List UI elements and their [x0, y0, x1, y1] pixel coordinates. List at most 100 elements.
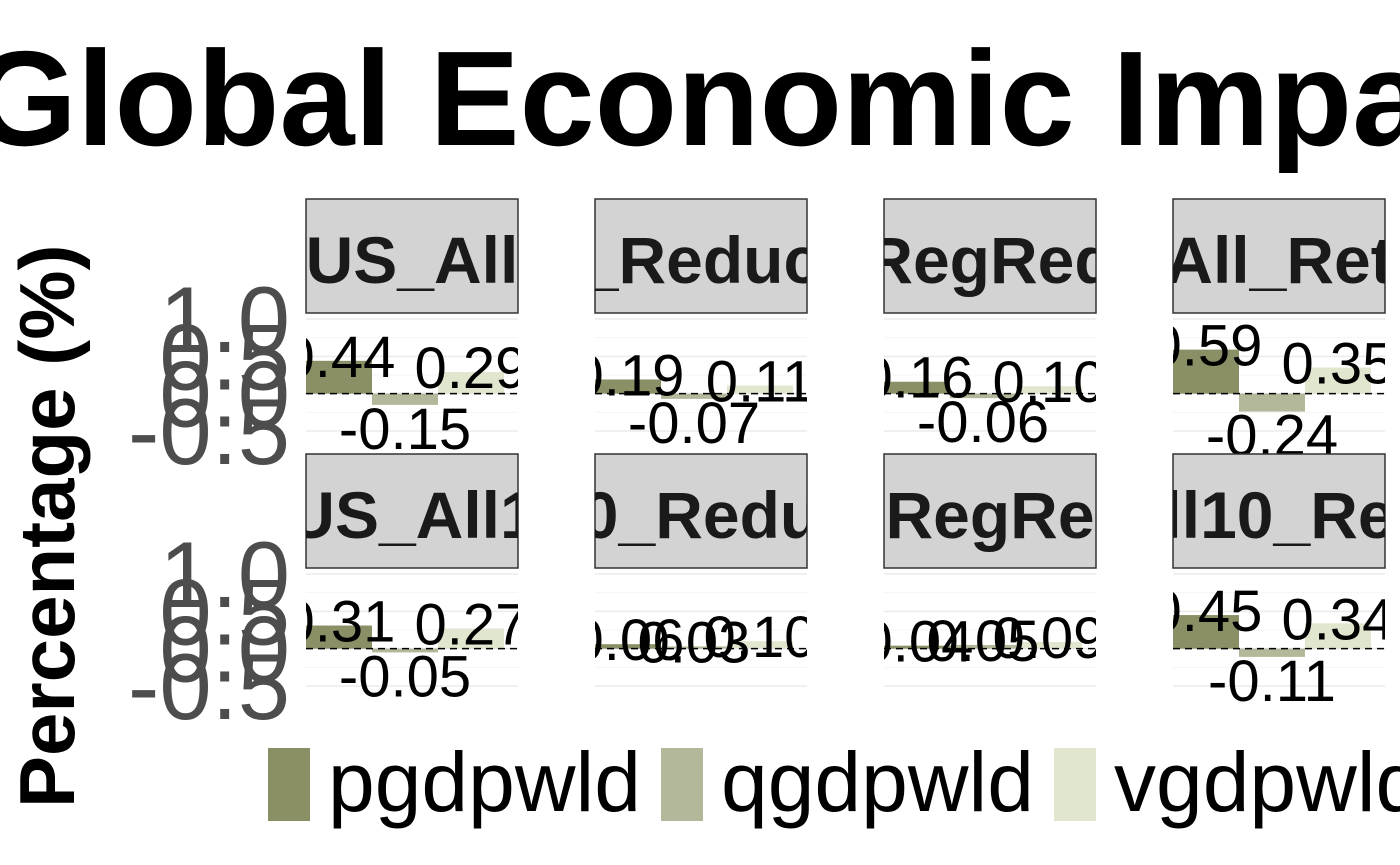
facet-strip-label: RegRe	[885, 478, 1094, 552]
data-label: 0.03	[638, 610, 751, 675]
bar-group	[884, 381, 1082, 399]
facet-panel: US_All 0.44 -0.150.29 1.00.50.0-0.5	[128, 198, 528, 484]
facet-strip-label: 0_Redu	[582, 478, 820, 552]
bar-qgdpwld	[1239, 648, 1305, 657]
legend-swatch	[1054, 748, 1096, 821]
y-tick-label: 1.0	[159, 522, 290, 627]
bar-pgdpwld	[595, 644, 661, 649]
bar-group	[306, 625, 504, 653]
data-label: -0.15	[339, 397, 471, 462]
facet-strip	[305, 198, 519, 314]
facet-strip-label: US_All	[306, 223, 519, 297]
data-label: 0.04	[861, 610, 974, 675]
bar-group	[1173, 615, 1371, 657]
legend-swatch	[268, 748, 310, 821]
data-label: 0.16	[861, 346, 974, 411]
bar-qgdpwld	[372, 648, 438, 653]
data-label: 0.29	[415, 336, 528, 401]
facet-panel: US_All1 0.31-0.050.27 1.00.50.0-0.5	[128, 453, 536, 739]
bar-qgdpwld	[950, 644, 1016, 649]
facet-strip-label: _Reduc	[581, 223, 820, 297]
data-label: 0.11	[706, 349, 815, 414]
y-tick-label: 0.5	[159, 559, 290, 664]
legend-label: vgdpwld	[1114, 735, 1400, 829]
data-label: 0.31	[283, 590, 396, 655]
bar-group	[595, 641, 793, 649]
bar-vgdpwld	[1305, 623, 1371, 649]
data-label: -0.06	[917, 390, 1049, 455]
y-tick-label: 1.0	[159, 267, 290, 372]
bar-group	[1173, 349, 1371, 412]
facet-strip-label: ll10_Re	[1163, 478, 1394, 552]
facet-strip-label: RegRed	[865, 223, 1114, 297]
data-label: 0.10	[993, 350, 1106, 415]
facet-strip	[1172, 453, 1386, 569]
data-label: -0.07	[628, 391, 760, 456]
legend-item-qgdpwld: qgdpwld	[661, 735, 1034, 829]
bar-vgdpwld	[1016, 386, 1082, 394]
data-label: 0.44	[283, 325, 396, 390]
bar-vgdpwld	[727, 641, 793, 649]
facet-panel: RegRe 0.040.050.09	[861, 453, 1106, 687]
legend-label: pgdpwld	[328, 735, 641, 829]
facet-strip-label: All_Ret	[1165, 223, 1392, 297]
bar-vgdpwld	[1016, 641, 1082, 649]
facet-strip	[883, 198, 1097, 314]
chart-title: Global Economic Impact	[0, 23, 1400, 174]
legend-item-vgdpwld: vgdpwld	[1054, 735, 1400, 829]
bar-qgdpwld	[661, 393, 727, 399]
bar-vgdpwld	[438, 628, 504, 649]
facet-strip	[305, 453, 519, 569]
bar-pgdpwld	[1173, 615, 1239, 649]
bar-group	[595, 379, 793, 399]
facet-strip	[1172, 198, 1386, 314]
bar-pgdpwld	[595, 379, 661, 394]
data-label: 0.35	[1282, 332, 1395, 397]
bar-pgdpwld	[1173, 349, 1239, 394]
bar-vgdpwld	[1305, 367, 1371, 394]
data-label: 0.05	[927, 609, 1040, 674]
facet-strip	[594, 198, 808, 314]
data-label: 0.19	[572, 343, 685, 408]
bar-qgdpwld	[1239, 393, 1305, 412]
y-tick-label: -0.5	[128, 379, 290, 484]
data-label: 0.10	[704, 605, 817, 670]
bar-pgdpwld	[884, 381, 950, 394]
facet-strip	[883, 453, 1097, 569]
bar-pgdpwld	[306, 625, 372, 649]
facet-panel: _Reduc 0.19-0.070.11	[572, 198, 820, 456]
data-label: 0.27	[415, 593, 528, 658]
bar-qgdpwld	[372, 393, 438, 405]
y-axis-title: Percentage (%)	[3, 244, 91, 808]
legend-label: qgdpwld	[721, 735, 1034, 829]
data-label: -0.05	[339, 644, 471, 709]
y-tick-label: 0.5	[159, 304, 290, 409]
y-tick-label: -0.5	[128, 634, 290, 739]
legend: pgdpwld qgdpwld vgdpwld	[268, 735, 1400, 829]
bar-vgdpwld	[727, 385, 793, 394]
facet-panel: ll10_Re 0.45-0.110.34	[1150, 453, 1395, 714]
data-label: -0.11	[1208, 649, 1336, 714]
bar-qgdpwld	[661, 646, 727, 649]
facet-panel: RegRed 0.16-0.060.10	[861, 198, 1114, 455]
data-label: 0.59	[1150, 314, 1263, 379]
legend-item-pgdpwld: pgdpwld	[268, 735, 641, 829]
data-label: 0.34	[1282, 587, 1395, 652]
bar-vgdpwld	[438, 372, 504, 394]
y-tick-label: 0.0	[159, 342, 290, 447]
bar-qgdpwld	[950, 393, 1016, 399]
bar-group	[884, 641, 1082, 649]
data-label: 0.45	[1150, 579, 1263, 644]
legend-swatch	[661, 748, 703, 821]
bar-pgdpwld	[884, 645, 950, 649]
bar-group	[306, 360, 504, 405]
data-label: 0.06	[572, 608, 685, 673]
y-tick-label: 0.0	[159, 597, 290, 702]
data-label: 0.09	[993, 606, 1106, 671]
facet-strip-label: US_All1	[287, 478, 536, 552]
bar-pgdpwld	[306, 360, 372, 394]
facet-panels: US_All0.44-0.150.291.00.50.0-0.5_Reduc0.…	[128, 198, 1395, 739]
facet-panel: 0_Redu 0.060.030.10	[572, 453, 820, 687]
